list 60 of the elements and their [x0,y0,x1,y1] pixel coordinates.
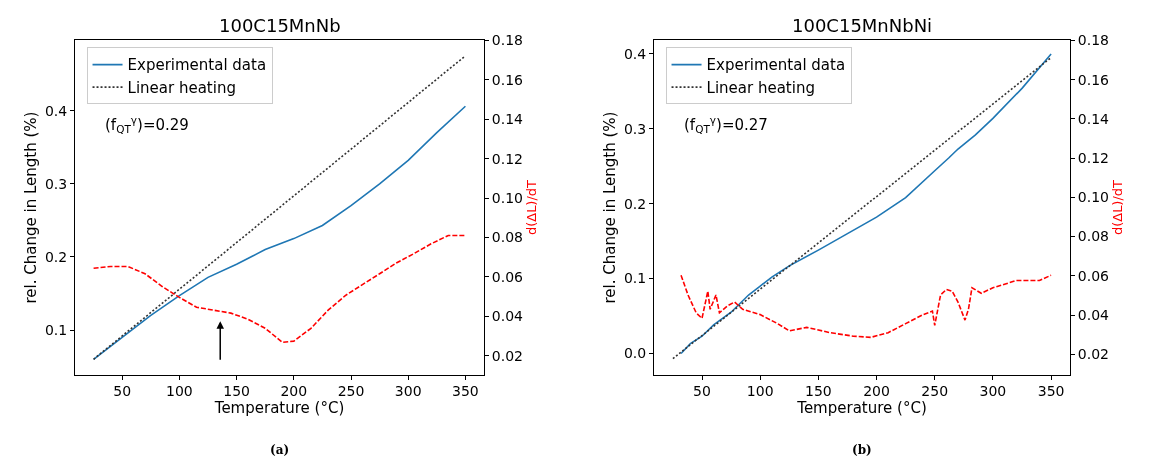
y2-axis-title: d(ΔL)/dT [523,179,539,236]
x-tick-label: 300 [394,383,422,400]
x-tick-label: 100 [746,383,774,400]
y-tick-label: 0.4 [623,45,647,62]
y2-tick-label: 0.04 [491,308,524,325]
text: (b) [852,443,872,457]
y2-tick-label: 0.04 [1077,306,1110,323]
x-axis-title: Temperature (°C) [796,399,927,418]
y-tick-label: 0.3 [623,120,647,137]
x-tick-label: 200 [863,383,890,400]
y2-tick-label: 0.02 [491,347,523,364]
line-series [92,105,467,361]
y-tick-label: 0.1 [623,270,647,287]
text: (a) [270,443,290,457]
x-tick-label: 50 [113,383,132,400]
annotation: (f$_{QT}$$^{γ}$)=0.27 [684,114,768,136]
y2-tick-label: 0.06 [1077,267,1110,284]
y2-tick-label: 0.14 [491,111,524,128]
x-tick-label: 100 [166,383,193,400]
x-tick-label: 350 [452,383,479,400]
y2-tick-label: 0.14 [1077,110,1110,127]
x-tick-label: 150 [223,383,250,400]
x-tick-label: 50 [693,383,711,400]
chart-title: 100C15MnNbNi [792,15,933,36]
legend-label: Linear heating [127,78,236,97]
y-axis-title: rel. Change in Length (%) [22,111,41,304]
x-tick-label: 300 [979,383,1007,400]
annotation: (f$_{QT}$$^{γ}$)=0.29 [105,114,189,136]
x-tick-label: 200 [280,383,308,400]
y2-tick-label: 0.08 [491,229,523,246]
x-tick-label: 250 [337,383,365,400]
y2-tick-label: 0.02 [1077,346,1109,363]
legend-label: Experimental data [706,56,846,75]
y2-tick-label: 0.08 [1077,228,1109,245]
y-tick-label: 0.2 [44,248,68,265]
y-axis-title: rel. Change in Length (%) [601,111,620,304]
x-axis-title: Temperature (°C) [213,399,345,418]
y2-tick-label: 0.16 [1077,71,1110,88]
y-tick-label: 0.4 [44,102,68,119]
y2-tick-label: 0.10 [1077,189,1109,206]
y2-tick-label: 0.18 [1077,32,1109,49]
legend-label: Linear heating [706,78,815,97]
chart-title: 100C15MnNb [219,15,341,36]
x-tick-label: 150 [804,383,832,400]
y2-tick-label: 0.18 [491,32,523,49]
y-tick-label: 0.3 [44,175,68,192]
line-series [92,234,467,344]
y2-axis-title: d(ΔL)/dT [1109,179,1125,236]
y2-tick-label: 0.10 [491,189,523,206]
y2-tick-label: 0.12 [491,150,523,167]
y2-tick-label: 0.12 [1077,150,1109,167]
x-tick-label: 350 [1037,383,1065,400]
x-tick-label: 250 [921,383,949,400]
legend-label: Experimental data [127,56,267,75]
y-tick-label: 0.2 [623,195,647,212]
y2-tick-label: 0.16 [491,71,524,88]
y-tick-label: 0.1 [44,321,68,338]
line-series [680,274,1052,339]
y2-tick-label: 0.06 [491,268,524,285]
y-tick-label: 0.0 [623,345,647,362]
